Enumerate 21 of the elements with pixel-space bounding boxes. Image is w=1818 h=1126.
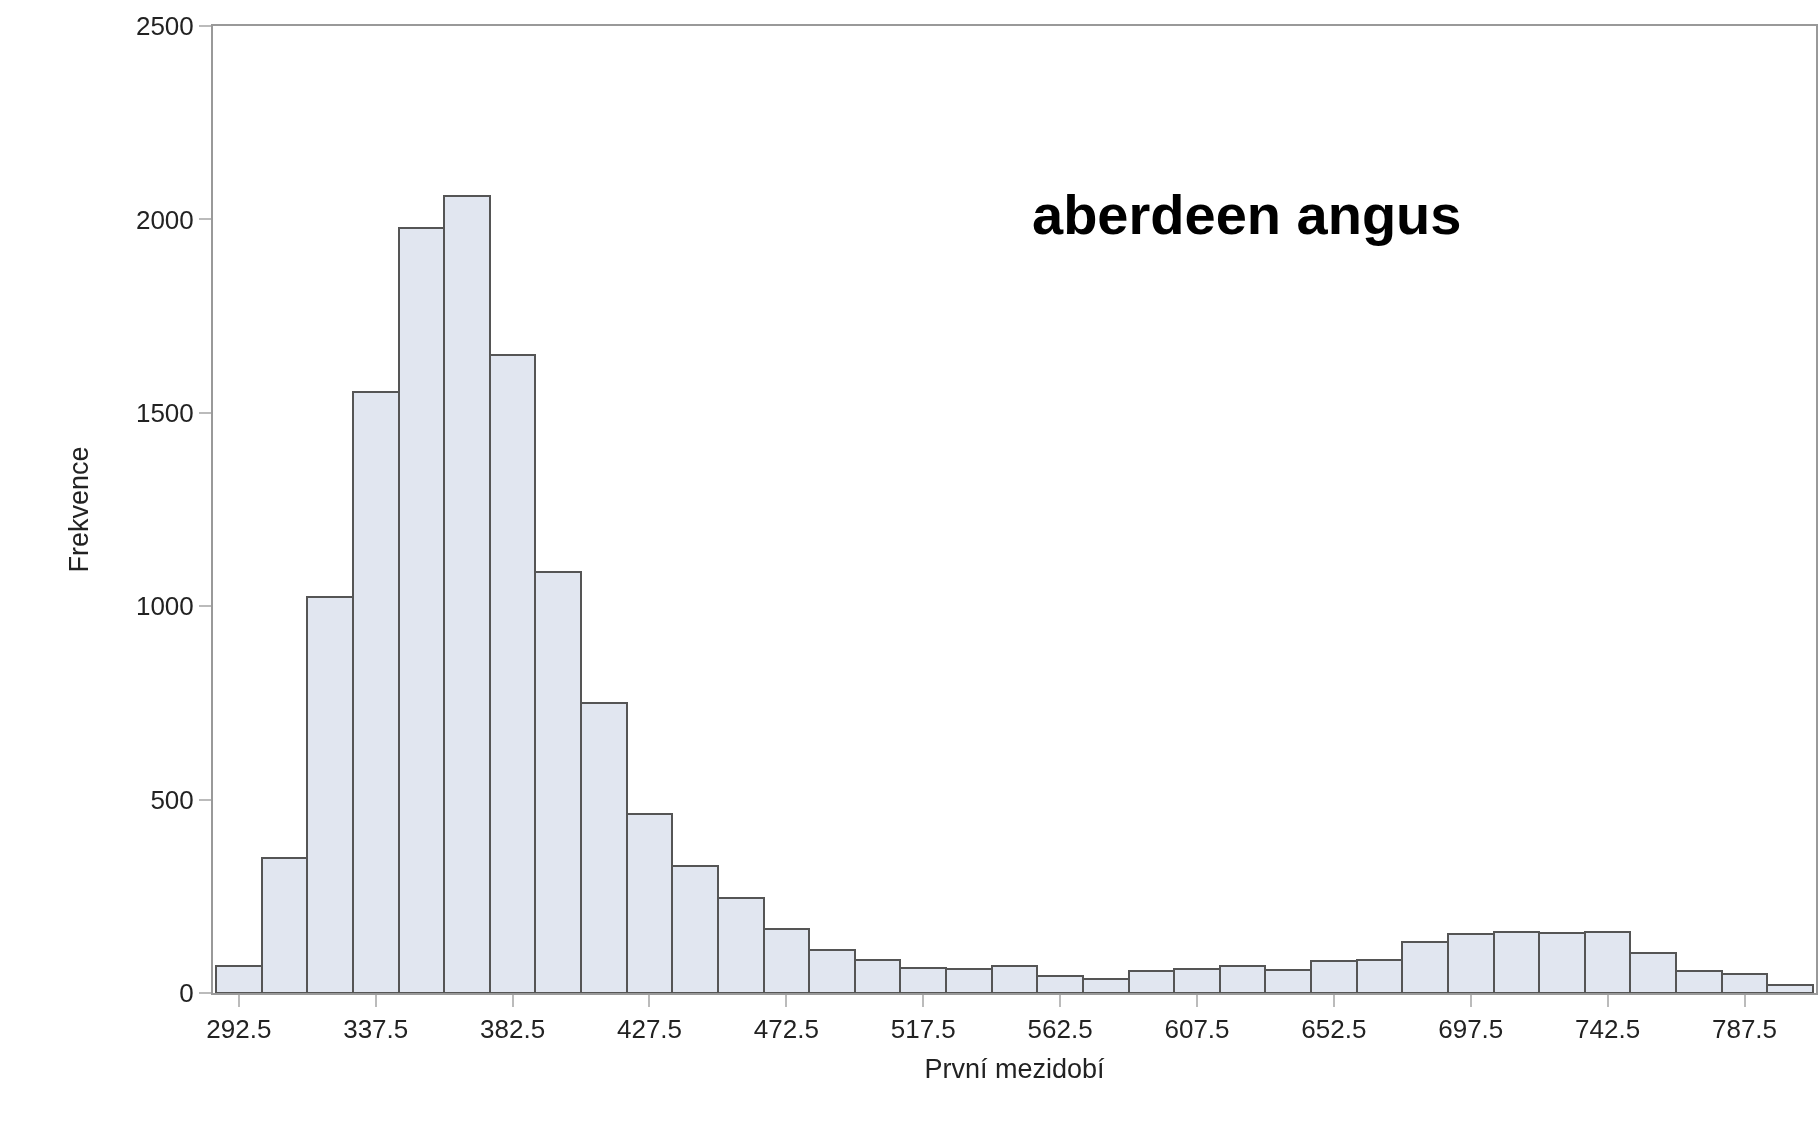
annotation: aberdeen angus	[1032, 183, 1462, 246]
x-tick-label: 517.5	[890, 1014, 956, 1045]
x-tick-label: 697.5	[1438, 1014, 1504, 1045]
y-axis-title: Frekvence	[63, 446, 94, 573]
x-tick-label: 382.5	[480, 1014, 546, 1045]
x-tick-label: 337.5	[343, 1014, 409, 1045]
y-tick-label: 2000	[135, 204, 194, 235]
y-tick-label: 500	[150, 784, 194, 815]
x-tick-label: 292.5	[206, 1014, 272, 1045]
y-tick-label: 1500	[135, 397, 194, 428]
y-tick-label: 0	[179, 978, 194, 1009]
y-tick-label: 1000	[135, 591, 194, 622]
x-tick-label: 472.5	[753, 1014, 819, 1045]
x-tick-label: 427.5	[616, 1014, 683, 1045]
x-tick-label: 652.5	[1301, 1014, 1367, 1045]
x-axis-title: První mezidobí	[924, 1054, 1106, 1085]
x-tick-label: 787.5	[1711, 1014, 1778, 1045]
x-tick-label: 742.5	[1575, 1014, 1641, 1045]
x-tick-label: 562.5	[1027, 1014, 1093, 1045]
x-tick-label: 607.5	[1164, 1014, 1230, 1045]
y-tick-label: 2500	[135, 11, 194, 42]
